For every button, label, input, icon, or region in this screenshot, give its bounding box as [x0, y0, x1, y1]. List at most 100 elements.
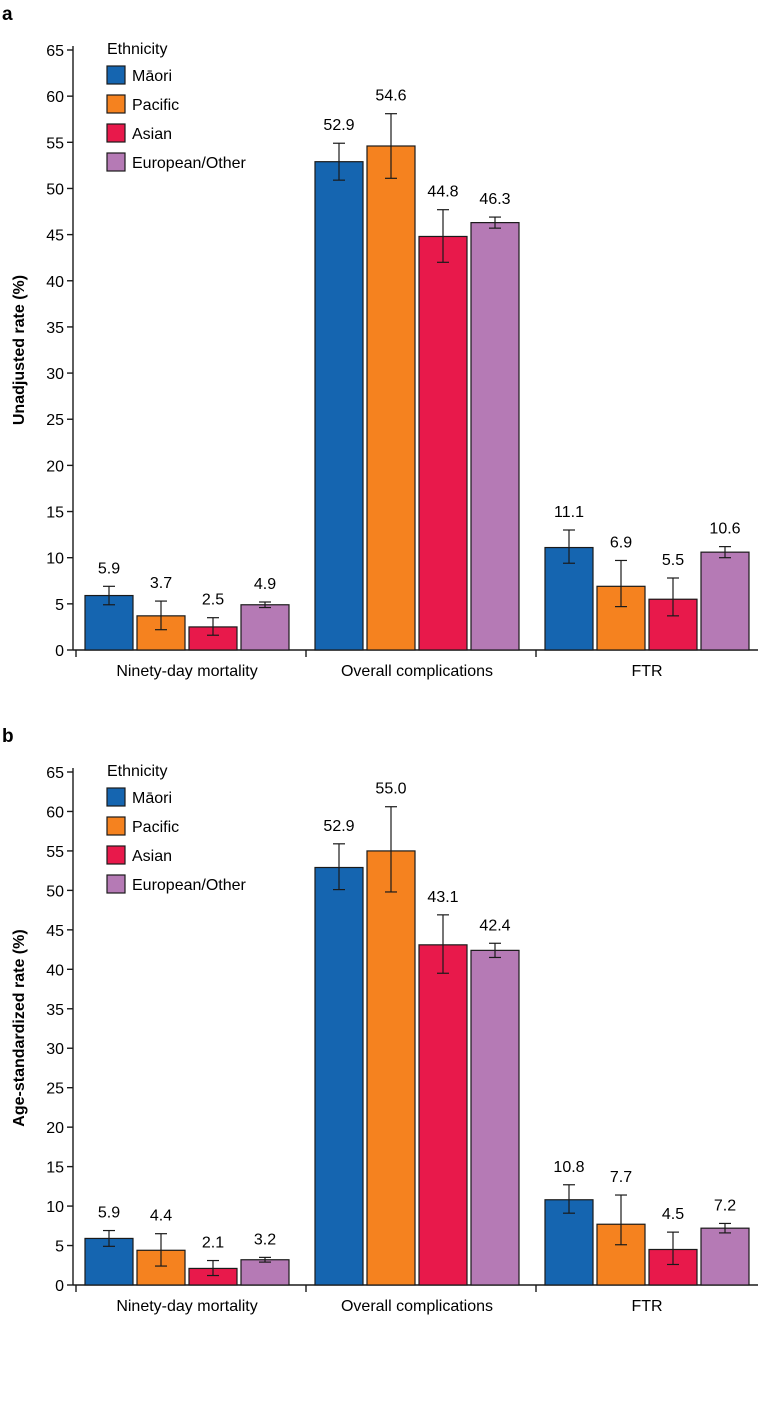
panel-a: a Unadjusted rate (%) 0 5 10 15 20 25 30 35 40 45 50… — [2, 4, 758, 680]
data-label: 5.9 — [98, 1205, 120, 1222]
y-tick-label: 50 — [46, 883, 64, 900]
y-tick-label: 45 — [46, 228, 64, 245]
legend: Ethnicity Māori Pacific Asian European/Other — [106, 41, 247, 172]
legend-swatch — [106, 152, 126, 172]
y-tick-label: 0 — [55, 1278, 64, 1295]
x-category-label: Overall complications — [341, 663, 493, 680]
data-label: 11.1 — [554, 504, 584, 521]
y-tick-label: 55 — [46, 135, 64, 152]
data-label: 3.7 — [150, 575, 172, 592]
legend-swatch — [106, 787, 126, 807]
data-label: 55.0 — [375, 781, 406, 798]
bar — [700, 551, 750, 651]
panel-letter: b — [2, 726, 14, 747]
y-tick-label: 30 — [46, 1041, 64, 1058]
y-tick-label: 60 — [46, 804, 64, 821]
bar — [418, 944, 468, 1286]
bar — [418, 235, 468, 651]
x-category-label: FTR — [631, 1298, 662, 1315]
y-tick-label: 50 — [46, 181, 64, 198]
data-label: 42.4 — [479, 917, 510, 934]
y-tick-label: 65 — [46, 43, 64, 60]
x-category-label: Ninety-day mortality — [116, 1298, 257, 1315]
data-label: 46.3 — [479, 191, 510, 208]
legend-label: Asian — [132, 848, 172, 865]
data-label: 2.5 — [202, 592, 224, 609]
y-tick-label: 20 — [46, 1120, 64, 1137]
y-tick-label: 35 — [46, 320, 64, 337]
legend: Ethnicity Māori Pacific Asian European/Other — [106, 763, 247, 894]
y-tick-label: 5 — [55, 1239, 64, 1256]
bar — [240, 604, 290, 651]
y-tick-label: 25 — [46, 1081, 64, 1098]
y-tick-label: 0 — [55, 643, 64, 660]
y-tick-label: 15 — [46, 505, 64, 522]
panel-letter: a — [2, 4, 13, 25]
x-category-label: FTR — [631, 663, 662, 680]
bar — [314, 161, 364, 651]
data-label: 3.2 — [254, 1231, 276, 1248]
y-tick-label: 30 — [46, 366, 64, 383]
y-tick-label: 65 — [46, 765, 64, 782]
data-label: 4.9 — [254, 576, 276, 593]
bar — [544, 546, 594, 651]
y-tick-label: 45 — [46, 923, 64, 940]
y-tick-label: 35 — [46, 1002, 64, 1019]
data-label: 44.8 — [427, 184, 458, 201]
data-label: 43.1 — [427, 889, 458, 906]
legend-label: European/Other — [132, 155, 247, 172]
y-tick-label: 60 — [46, 89, 64, 106]
data-label: 5.5 — [662, 552, 684, 569]
data-label: 52.9 — [323, 818, 354, 835]
bar — [366, 145, 416, 651]
legend-swatch — [106, 65, 126, 85]
data-label: 7.7 — [610, 1169, 632, 1186]
legend-title: Ethnicity — [107, 763, 167, 780]
bar — [470, 949, 520, 1286]
data-label: 10.6 — [709, 521, 740, 538]
legend-label: Pacific — [132, 819, 179, 836]
data-label: 10.8 — [553, 1159, 584, 1176]
legend-swatch — [106, 874, 126, 894]
legend-swatch — [106, 845, 126, 865]
bar — [314, 866, 364, 1286]
legend-swatch — [106, 816, 126, 836]
x-category-label: Overall complications — [341, 1298, 493, 1315]
data-label: 6.9 — [610, 534, 632, 551]
y-tick-label: 10 — [46, 1199, 64, 1216]
legend-title: Ethnicity — [107, 41, 167, 58]
y-tick-label: 55 — [46, 844, 64, 861]
y-tick-label: 40 — [46, 962, 64, 979]
x-category-label: Ninety-day mortality — [116, 663, 257, 680]
legend-label: European/Other — [132, 877, 247, 894]
y-tick-label: 20 — [46, 458, 64, 475]
legend-label: Asian — [132, 126, 172, 143]
y-axis-label: Unadjusted rate (%) — [11, 275, 28, 425]
legend-swatch — [106, 94, 126, 114]
y-tick-label: 15 — [46, 1160, 64, 1177]
data-label: 5.9 — [98, 560, 120, 577]
data-label: 52.9 — [323, 117, 354, 134]
data-label: 2.1 — [202, 1235, 224, 1252]
data-label: 7.2 — [714, 1197, 736, 1214]
bar — [240, 1259, 290, 1286]
bar — [84, 1237, 134, 1286]
legend-label: Māori — [132, 68, 172, 85]
bar — [544, 1199, 594, 1286]
panel-b: b Age-standardized rate (%) 0 5 10 15 20 25 30 35… — [2, 726, 758, 1315]
data-label: 54.6 — [375, 88, 406, 105]
legend-label: Māori — [132, 790, 172, 807]
legend-swatch — [106, 123, 126, 143]
data-label: 4.5 — [662, 1206, 684, 1223]
bar — [470, 222, 520, 651]
y-tick-label: 5 — [55, 597, 64, 614]
legend-label: Pacific — [132, 97, 179, 114]
y-tick-label: 40 — [46, 274, 64, 291]
y-tick-label: 10 — [46, 551, 64, 568]
bar — [700, 1227, 750, 1286]
data-label: 4.4 — [150, 1208, 172, 1225]
bar — [366, 850, 416, 1286]
y-tick-label: 25 — [46, 412, 64, 429]
y-axis-label: Age-standardized rate (%) — [11, 929, 28, 1126]
